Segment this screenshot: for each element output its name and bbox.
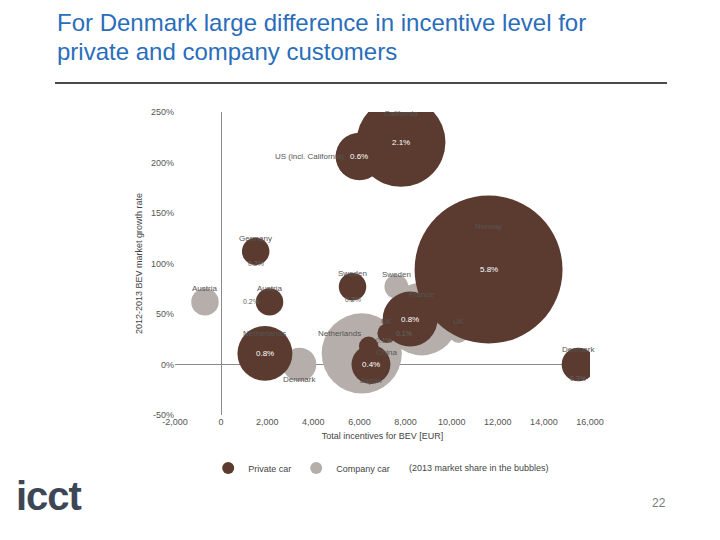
- svg-text:0.6%: 0.6%: [350, 152, 368, 161]
- svg-text:Denmark: Denmark: [562, 345, 595, 354]
- svg-text:200%: 200%: [151, 158, 174, 168]
- svg-text:8,000: 8,000: [394, 417, 417, 427]
- svg-text:0.8%: 0.8%: [401, 315, 419, 324]
- svg-text:Austria: Austria: [192, 284, 217, 293]
- svg-text:0.8%: 0.8%: [256, 349, 274, 358]
- svg-text:50%: 50%: [156, 309, 174, 319]
- html-text:22: 22: [652, 496, 666, 510]
- svg-text:US (incl. California): US (incl. California): [275, 152, 344, 161]
- svg-text:-2,000: -2,000: [162, 417, 188, 427]
- svg-text:France: France: [409, 290, 434, 299]
- svg-text:(2013 market share in the bubb: (2013 market share in the bubbles): [409, 463, 549, 473]
- svg-text:2.1%: 2.1%: [392, 138, 410, 147]
- svg-text:10,000: 10,000: [438, 417, 466, 427]
- svg-text:0.4%: 0.4%: [362, 360, 380, 369]
- svg-text:Total incentives for BEV [EUR]: Total incentives for BEV [EUR]: [322, 431, 444, 441]
- svg-text:Denmark: Denmark: [283, 375, 316, 384]
- svg-text:UK: UK: [453, 317, 465, 326]
- svg-text:14,000: 14,000: [530, 417, 558, 427]
- svg-text:0.2%: 0.2%: [248, 260, 264, 267]
- svg-text:16,000: 16,000: [576, 417, 604, 427]
- svg-text:150%: 150%: [151, 208, 174, 218]
- svg-text:0%: 0%: [161, 360, 174, 370]
- svg-text:12,000: 12,000: [484, 417, 512, 427]
- svg-text:Japan: Japan: [360, 376, 382, 385]
- svg-text:0.2%: 0.2%: [243, 298, 259, 305]
- svg-text:0.1%: 0.1%: [376, 337, 392, 344]
- svg-text:Netherlands: Netherlands: [243, 329, 286, 338]
- svg-text:UK: UK: [381, 317, 393, 326]
- svg-text:-50%: -50%: [153, 410, 174, 420]
- svg-text:Netherlands: Netherlands: [318, 329, 361, 338]
- svg-text:0.3%: 0.3%: [570, 375, 586, 382]
- svg-text:Germany: Germany: [239, 234, 272, 243]
- html-text:For Denmark large difference i: For Denmark large difference in incentiv…: [57, 9, 587, 65]
- svg-text:250%: 250%: [151, 107, 174, 117]
- svg-text:California: California: [384, 109, 418, 118]
- svg-text:Sweden: Sweden: [338, 269, 367, 278]
- svg-text:Norway: Norway: [475, 222, 502, 231]
- html-text:icct: icct: [16, 474, 81, 518]
- svg-text:Company car: Company car: [336, 464, 390, 474]
- svg-text:6,000: 6,000: [348, 417, 371, 427]
- svg-text:100%: 100%: [151, 259, 174, 269]
- svg-text:0: 0: [219, 417, 224, 427]
- svg-text:China: China: [376, 348, 397, 357]
- svg-text:Private car: Private car: [248, 464, 291, 474]
- svg-text:Sweden: Sweden: [382, 270, 411, 279]
- svg-text:4,000: 4,000: [302, 417, 325, 427]
- svg-text:Austria: Austria: [257, 284, 282, 293]
- svg-text:0.2%: 0.2%: [345, 296, 361, 303]
- svg-text:5.8%: 5.8%: [480, 265, 498, 274]
- svg-text:2,000: 2,000: [256, 417, 279, 427]
- svg-text:2012-2013 BEV market growth ra: 2012-2013 BEV market growth rate: [134, 193, 144, 334]
- svg-text:0.1%: 0.1%: [396, 330, 412, 337]
